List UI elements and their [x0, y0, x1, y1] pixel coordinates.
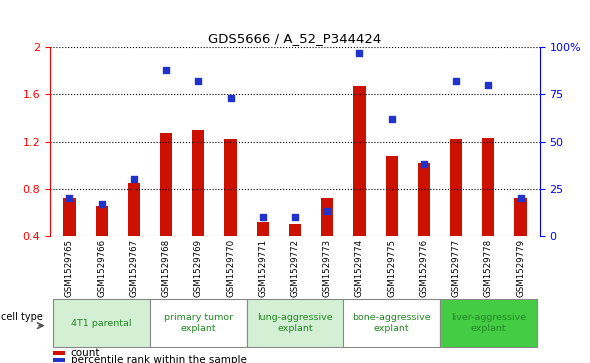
- Text: GSM1529768: GSM1529768: [162, 239, 171, 297]
- Text: GSM1529778: GSM1529778: [484, 239, 493, 297]
- Bar: [321, 198, 333, 283]
- Point: [258, 214, 267, 220]
- Text: GSM1529770: GSM1529770: [226, 239, 235, 297]
- Text: GSM1529776: GSM1529776: [419, 239, 428, 297]
- Text: GSM1529779: GSM1529779: [516, 239, 525, 297]
- Text: GSM1529772: GSM1529772: [290, 239, 300, 297]
- FancyBboxPatch shape: [53, 299, 150, 347]
- Point: [65, 195, 74, 201]
- Text: GSM1529777: GSM1529777: [451, 239, 461, 297]
- Bar: [450, 139, 462, 283]
- Bar: [418, 163, 430, 283]
- Point: [290, 214, 300, 220]
- Text: GSM1529771: GSM1529771: [258, 239, 267, 297]
- Bar: [224, 139, 237, 283]
- FancyBboxPatch shape: [150, 299, 247, 347]
- Text: liver-aggressive
explant: liver-aggressive explant: [451, 313, 526, 333]
- Bar: [482, 138, 494, 283]
- FancyBboxPatch shape: [247, 299, 343, 347]
- Text: 4T1 parental: 4T1 parental: [71, 319, 132, 327]
- Text: count: count: [71, 348, 100, 358]
- Point: [129, 176, 139, 182]
- Text: primary tumor
explant: primary tumor explant: [164, 313, 233, 333]
- Point: [97, 201, 106, 207]
- Point: [451, 78, 461, 84]
- Point: [162, 67, 171, 73]
- Bar: [289, 224, 301, 283]
- Text: lung-aggressive
explant: lung-aggressive explant: [257, 313, 333, 333]
- Text: GSM1529773: GSM1529773: [323, 239, 332, 297]
- Text: GSM1529766: GSM1529766: [97, 239, 106, 297]
- Point: [355, 50, 364, 56]
- FancyBboxPatch shape: [343, 299, 440, 347]
- Text: GSM1529769: GSM1529769: [194, 239, 203, 297]
- Text: GSM1529767: GSM1529767: [129, 239, 139, 297]
- Text: cell type: cell type: [1, 312, 43, 322]
- Text: bone-aggressive
explant: bone-aggressive explant: [352, 313, 431, 333]
- Bar: [96, 207, 108, 283]
- Point: [419, 161, 428, 167]
- Bar: [514, 198, 527, 283]
- Text: GSM1529775: GSM1529775: [387, 239, 396, 297]
- Point: [516, 195, 525, 201]
- Bar: [257, 222, 269, 283]
- Point: [323, 208, 332, 214]
- Text: GSM1529774: GSM1529774: [355, 239, 364, 297]
- Bar: [53, 351, 65, 355]
- Point: [484, 82, 493, 88]
- Bar: [192, 130, 205, 283]
- Bar: [63, 198, 76, 283]
- FancyBboxPatch shape: [440, 299, 537, 347]
- Text: GSM1529765: GSM1529765: [65, 239, 74, 297]
- Point: [387, 116, 396, 122]
- Bar: [385, 156, 398, 283]
- Bar: [160, 133, 172, 283]
- Text: percentile rank within the sample: percentile rank within the sample: [71, 355, 247, 363]
- Point: [226, 95, 235, 101]
- Title: GDS5666 / A_52_P344424: GDS5666 / A_52_P344424: [208, 32, 382, 45]
- Bar: [353, 86, 366, 283]
- Bar: [128, 183, 140, 283]
- Bar: [53, 358, 65, 362]
- Point: [194, 78, 203, 84]
